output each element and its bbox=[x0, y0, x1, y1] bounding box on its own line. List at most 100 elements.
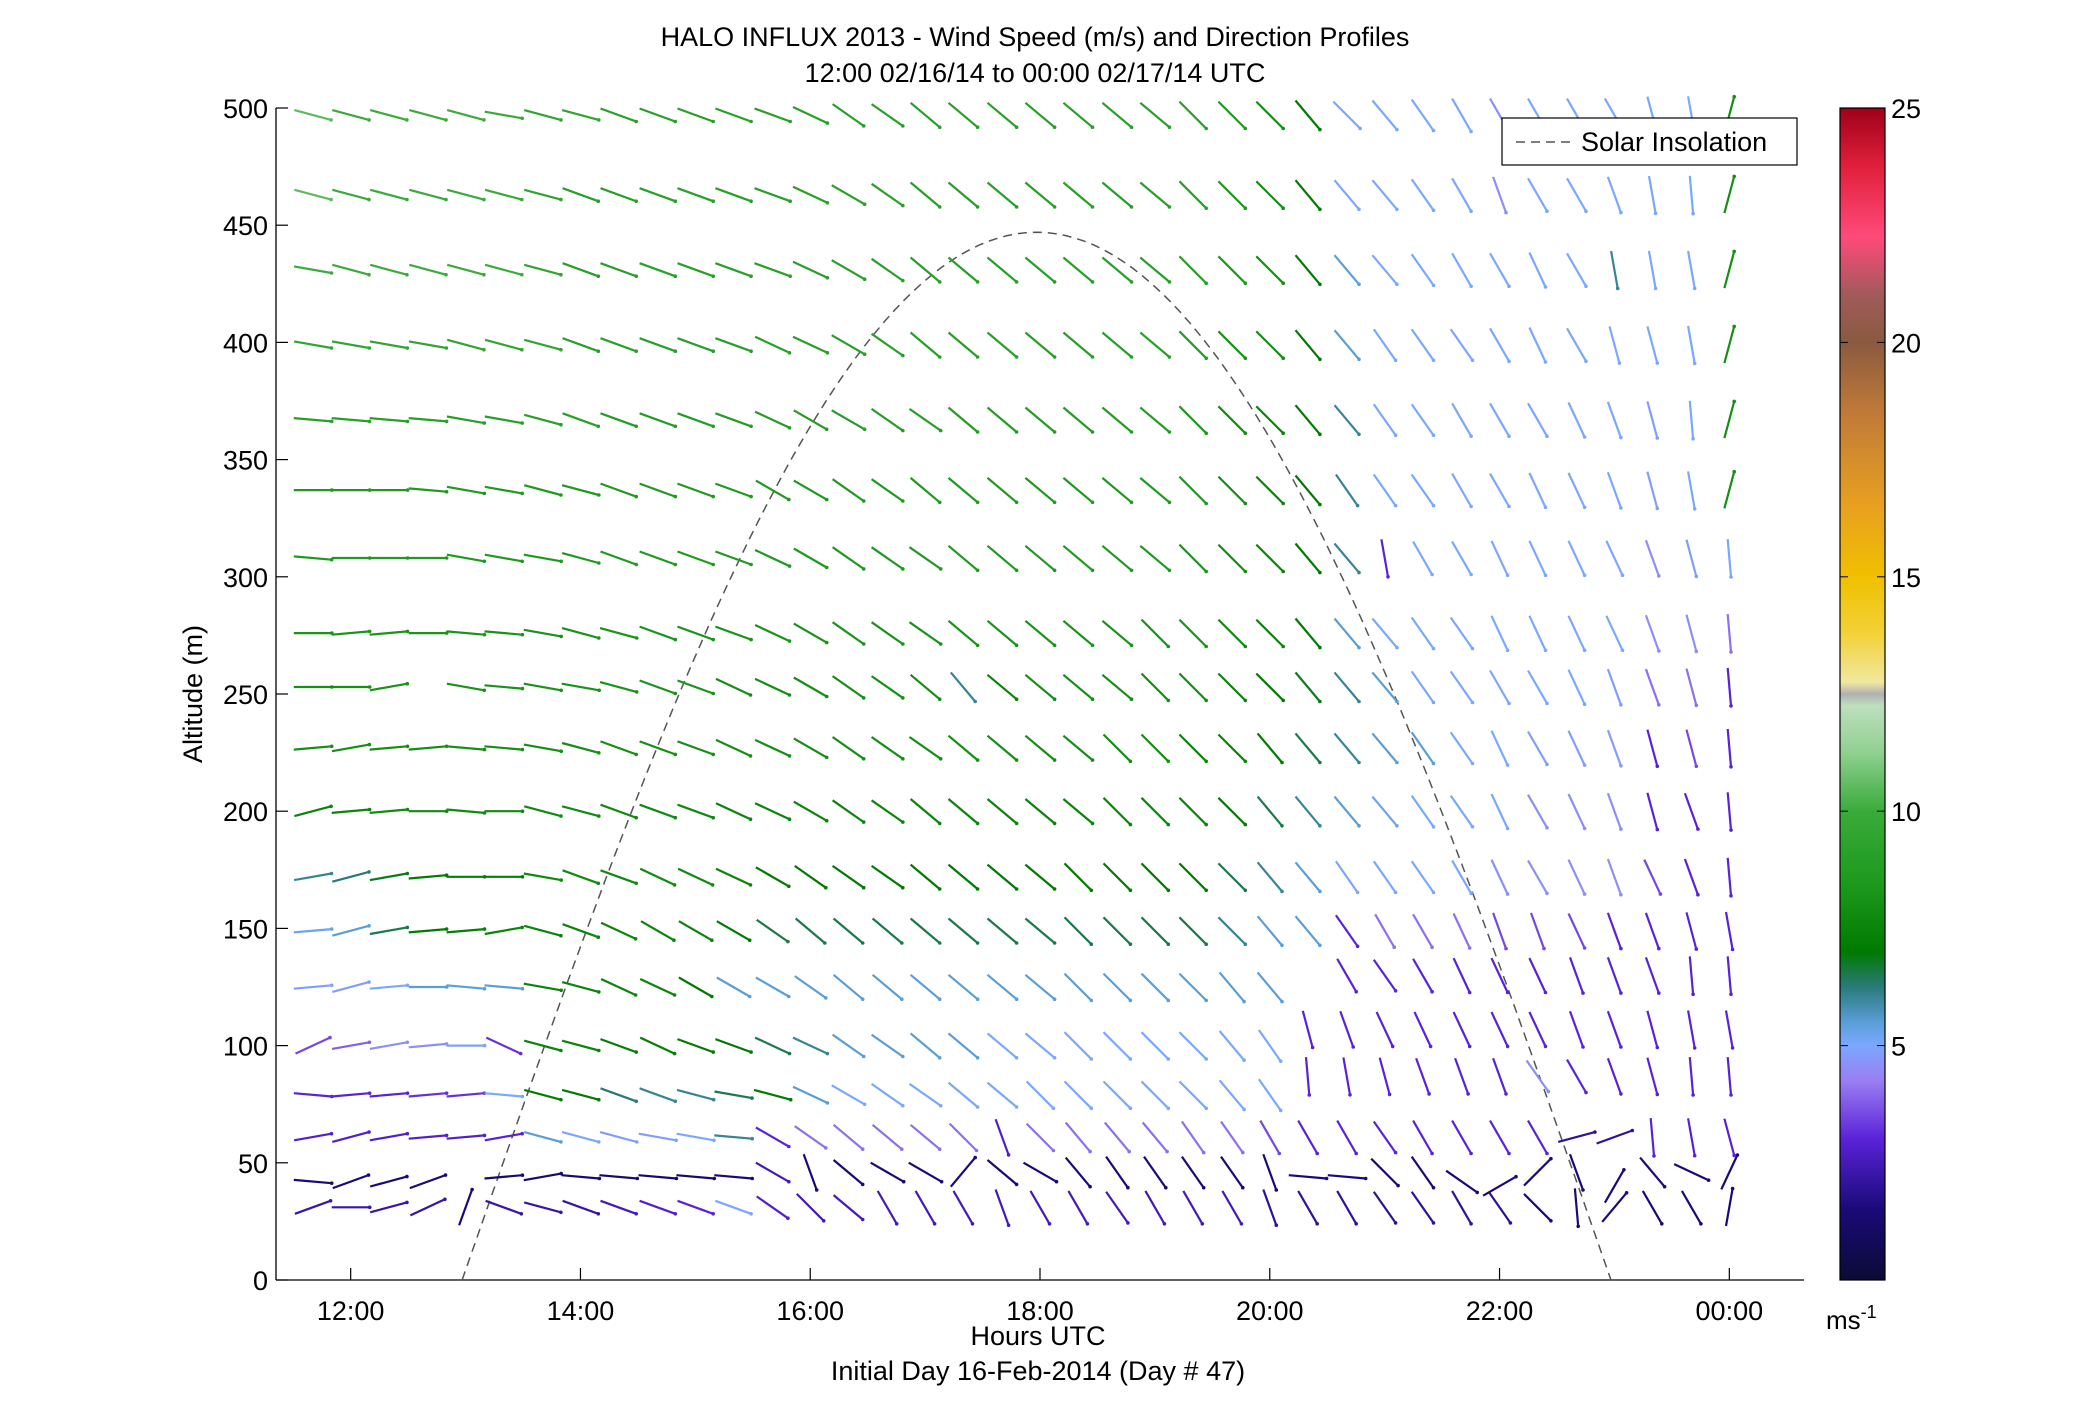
wind-barb bbox=[1180, 1120, 1205, 1154]
wind-barb bbox=[639, 187, 676, 203]
wind-barb-head bbox=[750, 1096, 754, 1100]
wind-barb-head bbox=[559, 493, 563, 497]
wind-barb-head bbox=[1052, 430, 1057, 434]
wind-barb bbox=[1140, 1080, 1170, 1110]
wind-barb bbox=[1178, 100, 1207, 130]
wind-barb-head bbox=[1274, 1188, 1279, 1192]
wind-barb bbox=[446, 109, 485, 121]
wind-barb bbox=[293, 1178, 332, 1185]
wind-barb-head bbox=[597, 1097, 601, 1102]
wind-barb bbox=[1410, 1155, 1435, 1189]
wind-barb-head bbox=[901, 757, 905, 761]
wind-barb bbox=[1255, 475, 1284, 505]
wind-barb bbox=[561, 627, 600, 640]
wind-barb-head bbox=[367, 629, 372, 634]
wind-barb-head bbox=[1431, 208, 1436, 213]
wind-barb-head bbox=[597, 1176, 602, 1181]
wind-barb bbox=[1644, 668, 1660, 706]
wind-barb-head bbox=[444, 419, 449, 424]
wind-barb-head bbox=[367, 346, 372, 350]
wind-barb bbox=[484, 1092, 523, 1098]
wind-barb-head bbox=[1507, 504, 1511, 509]
wind-barb bbox=[294, 1199, 331, 1215]
wind-barb bbox=[1178, 543, 1207, 573]
wind-barb bbox=[561, 741, 600, 754]
wind-barb-head bbox=[634, 881, 638, 886]
wind-barb bbox=[754, 335, 790, 354]
y-tick-label: 400 bbox=[223, 328, 268, 358]
wind-barb bbox=[676, 1088, 714, 1101]
wind-barb-head bbox=[520, 116, 524, 121]
wind-barb-head bbox=[520, 925, 524, 930]
wind-barb-head bbox=[1469, 1151, 1473, 1156]
wind-barb bbox=[1217, 733, 1247, 763]
wind-barb-head bbox=[712, 1138, 716, 1143]
wind-barb bbox=[1673, 1163, 1710, 1182]
wind-barb-head bbox=[901, 1103, 905, 1108]
wind-barb-head bbox=[1584, 359, 1588, 364]
wind-barb bbox=[1255, 543, 1284, 573]
wind-barb-head bbox=[860, 997, 865, 1001]
wind-barb-head bbox=[901, 1179, 906, 1184]
wind-barb bbox=[1178, 255, 1207, 284]
wind-barb bbox=[1140, 618, 1170, 648]
x-tick-label: 22:00 bbox=[1466, 1296, 1534, 1326]
wind-barb bbox=[1062, 256, 1094, 283]
wind-barb bbox=[1568, 957, 1585, 994]
wind-barb-head bbox=[444, 556, 449, 560]
wind-barb bbox=[793, 622, 828, 644]
wind-barb bbox=[802, 1153, 818, 1191]
wind-barb bbox=[1333, 617, 1360, 649]
wind-barb-head bbox=[1318, 889, 1322, 894]
wind-barb bbox=[1685, 912, 1698, 950]
chart-title: HALO INFLUX 2013 - Wind Speed (m/s) and … bbox=[661, 22, 1410, 52]
wind-barb-head bbox=[1475, 1190, 1479, 1195]
wind-barb bbox=[1372, 959, 1397, 992]
wind-barb-head bbox=[1204, 998, 1208, 1003]
wind-barb bbox=[1451, 1190, 1473, 1225]
wind-barb bbox=[639, 550, 676, 566]
wind-barb bbox=[1685, 729, 1698, 767]
wind-barb bbox=[1410, 731, 1435, 765]
wind-barb-head bbox=[1014, 280, 1019, 284]
wind-barb-head bbox=[1052, 821, 1057, 826]
wind-barb bbox=[446, 1092, 485, 1098]
wind-barb bbox=[1566, 1059, 1587, 1094]
wind-barb bbox=[1527, 402, 1548, 437]
wind-barb-head bbox=[367, 197, 371, 202]
wind-barb-head bbox=[1691, 1093, 1695, 1097]
wind-barb-head bbox=[750, 1136, 754, 1141]
wind-barb bbox=[332, 1131, 370, 1143]
wind-barb-head bbox=[405, 197, 409, 202]
wind-barb-head bbox=[1281, 126, 1285, 131]
wind-barb bbox=[1683, 792, 1699, 830]
wind-barb-head bbox=[329, 346, 334, 350]
wind-barb-head bbox=[1128, 822, 1133, 827]
wind-barb-head bbox=[860, 1217, 865, 1222]
wind-barb bbox=[870, 1033, 904, 1058]
wind-barb-head bbox=[1619, 946, 1623, 951]
wind-barb bbox=[600, 262, 637, 278]
wind-barb-head bbox=[1657, 991, 1661, 995]
wind-barb-head bbox=[1278, 1108, 1283, 1113]
wind-barb bbox=[600, 921, 637, 940]
wind-barb-head bbox=[405, 556, 410, 560]
wind-barb bbox=[1726, 667, 1733, 706]
wind-barb bbox=[909, 256, 941, 283]
wind-barb bbox=[331, 1092, 370, 1098]
wind-barb bbox=[331, 1041, 370, 1050]
wind-barb bbox=[1372, 1191, 1397, 1224]
wind-barb-head bbox=[973, 699, 977, 704]
wind-barb bbox=[754, 677, 790, 696]
wind-barb bbox=[755, 1126, 790, 1148]
wind-barb bbox=[484, 1174, 523, 1180]
wind-barb-head bbox=[1128, 942, 1133, 946]
wind-barb bbox=[876, 1190, 898, 1225]
wind-barb-head bbox=[366, 1173, 371, 1177]
wind-barb bbox=[1687, 1118, 1696, 1156]
wind-barb bbox=[1139, 331, 1171, 358]
wind-barb-head bbox=[596, 274, 601, 279]
wind-barb-head bbox=[1431, 761, 1436, 766]
wind-barb bbox=[1336, 1190, 1358, 1225]
wind-barb-head bbox=[1166, 759, 1171, 764]
